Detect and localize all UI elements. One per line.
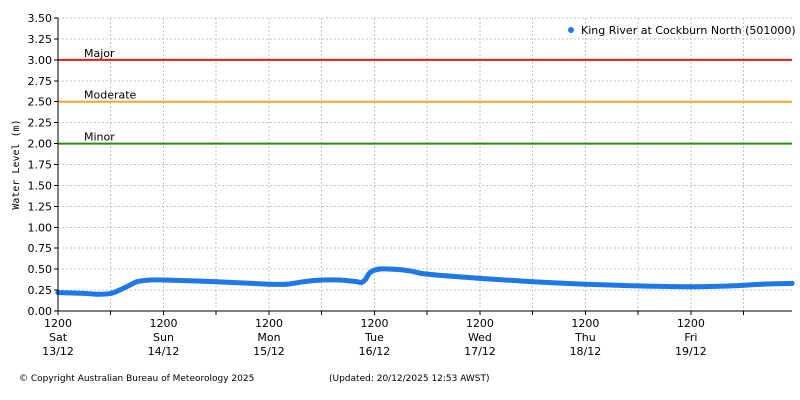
y-tick-label: 3.00 [28, 54, 53, 67]
data-point [358, 280, 364, 286]
threshold-label: Major [84, 47, 115, 60]
y-tick-label: 2.75 [28, 75, 53, 88]
data-point [530, 279, 536, 285]
data-point [758, 281, 764, 287]
x-tick-day-label: Mon [257, 331, 280, 344]
x-tick-time-label: 1200 [149, 317, 177, 330]
y-tick-label: 0.00 [28, 305, 53, 318]
x-tick-time-label: 1200 [360, 317, 388, 330]
legend-marker [568, 27, 574, 33]
data-point [108, 290, 114, 296]
data-point [635, 283, 641, 289]
y-tick-label: 1.00 [28, 221, 53, 234]
y-tick-label: 0.25 [28, 284, 53, 297]
data-point [789, 280, 795, 286]
data-point [363, 276, 369, 282]
y-tick-label: 2.25 [28, 117, 53, 130]
y-tick-label: 2.50 [28, 96, 53, 109]
threshold-label: Minor [84, 131, 115, 144]
x-tick-date-label: 17/12 [464, 345, 496, 358]
x-tick-time-label: 1200 [466, 317, 494, 330]
x-tick-day-label: Tue [364, 331, 384, 344]
copyright-text: © Copyright Australian Bureau of Meteoro… [19, 374, 255, 384]
y-tick-label: 2.00 [28, 138, 53, 151]
y-axis-title: Water Level (m) [11, 119, 22, 209]
data-point [376, 266, 382, 272]
y-tick-label: 1.50 [28, 179, 53, 192]
grid-layer [57, 17, 792, 312]
data-point [95, 291, 101, 297]
axis-layer: 0.00 0.25 0.50 0.75 1.00 1.25 1.50 1.75 2.00 2.25… [11, 12, 792, 358]
x-tick-date-label: 15/12 [253, 345, 285, 358]
data-point [407, 268, 413, 274]
data-point [160, 277, 166, 283]
x-tick-day-label: Fri [684, 331, 697, 344]
y-tick-label: 1.25 [28, 200, 53, 213]
data-point [134, 279, 140, 285]
data-point [354, 279, 360, 285]
plot-area [58, 18, 792, 311]
data-point [389, 266, 395, 272]
data-point [125, 283, 131, 289]
x-tick-time-label: 1200 [44, 317, 72, 330]
threshold-label: Moderate [84, 89, 137, 102]
data-point [147, 277, 153, 283]
data-point [688, 284, 694, 290]
data-point [81, 290, 87, 296]
series-layer [55, 266, 795, 297]
x-tick-date-label: 13/12 [42, 345, 74, 358]
data-point [301, 279, 307, 285]
updated-timestamp: (Updated: 20/12/2025 12:53 AWST) [329, 374, 490, 384]
data-point [213, 279, 219, 285]
x-tick-date-label: 14/12 [148, 345, 180, 358]
data-point [367, 269, 373, 275]
data-point [336, 277, 342, 283]
x-tick-day-label: Wed [468, 331, 492, 344]
data-point [266, 281, 272, 287]
y-tick-label: 0.50 [28, 263, 53, 276]
legend-label: King River at Cockburn North (501000) [581, 24, 796, 37]
x-tick-day-label: Thu [574, 331, 596, 344]
data-point [284, 281, 290, 287]
data-point [477, 275, 483, 281]
x-tick-day-label: Sat [49, 331, 68, 344]
data-point [319, 277, 325, 283]
data-point [727, 283, 733, 289]
threshold-layer: Major Moderate Minor [58, 47, 792, 145]
x-tick-date-label: 19/12 [675, 345, 707, 358]
x-tick-date-label: 16/12 [359, 345, 391, 358]
x-tick-time-label: 1200 [255, 317, 283, 330]
data-point [582, 281, 588, 287]
y-tick-label: 0.75 [28, 242, 53, 255]
y-tick-label: 3.25 [28, 33, 53, 46]
x-tick-time-label: 1200 [677, 317, 705, 330]
legend: King River at Cockburn North (501000) [568, 24, 796, 37]
x-tick-time-label: 1200 [571, 317, 599, 330]
data-point [117, 287, 123, 293]
data-point [424, 271, 430, 277]
x-tick-date-label: 18/12 [570, 345, 602, 358]
y-tick-label: 1.75 [28, 159, 53, 172]
y-tick-label: 3.50 [28, 12, 53, 25]
x-tick-day-label: Sun [153, 331, 174, 344]
